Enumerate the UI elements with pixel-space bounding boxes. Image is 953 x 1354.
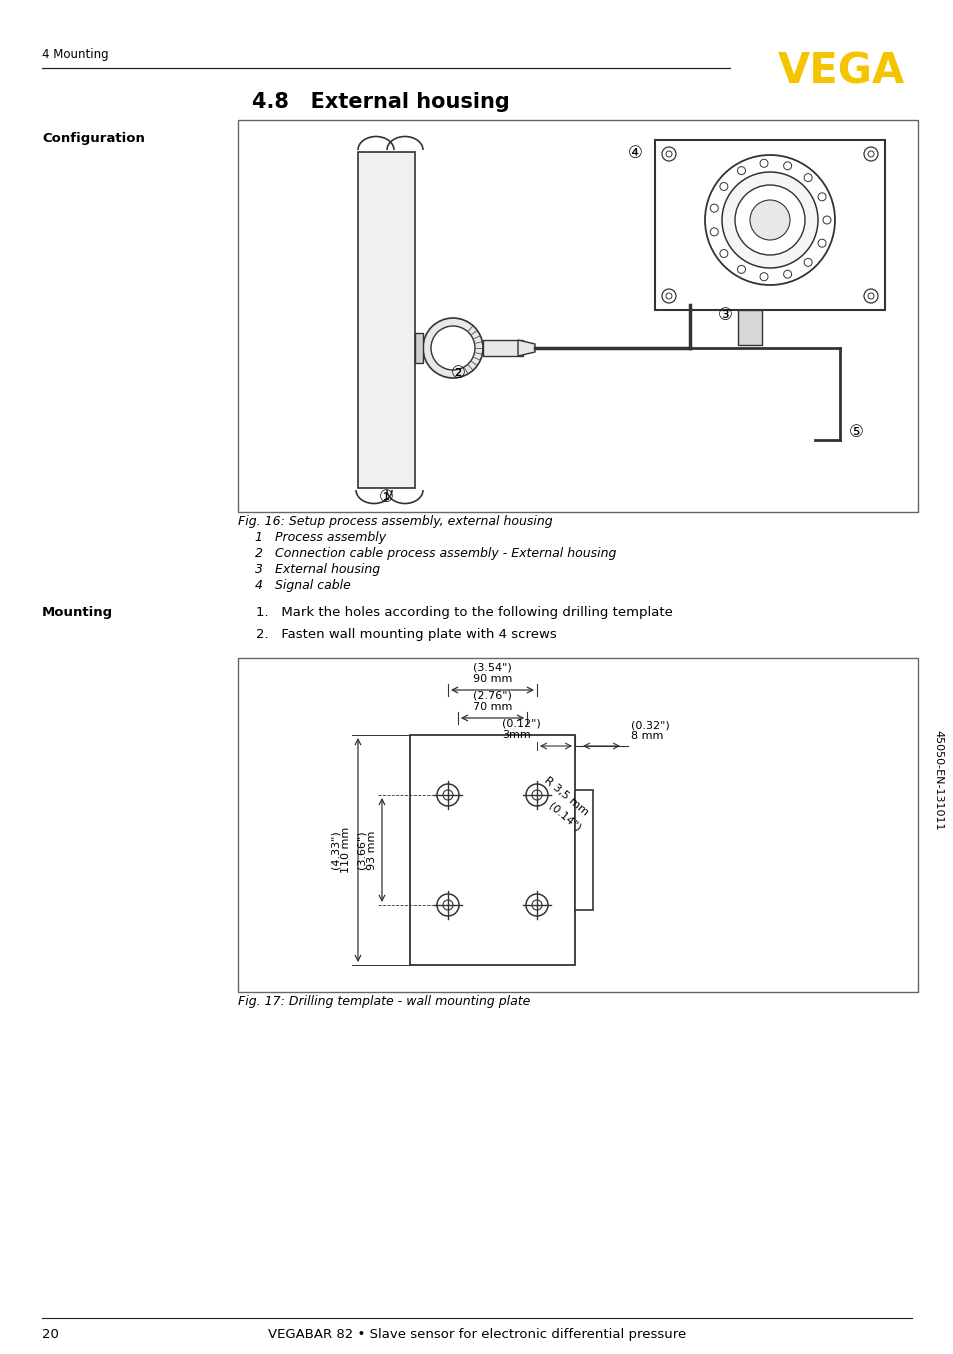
Circle shape (782, 161, 791, 169)
Bar (237, 658, 917, 992)
Text: 3mm: 3mm (502, 730, 531, 741)
Text: VEGABAR 82 • Slave sensor for electronic differential pressure: VEGABAR 82 • Slave sensor for electronic… (268, 1328, 685, 1340)
Text: 4 Mounting: 4 Mounting (42, 47, 109, 61)
Text: 45050-EN-131011: 45050-EN-131011 (932, 730, 942, 830)
Text: Mounting: Mounting (42, 607, 113, 619)
Bar (655, 139, 884, 310)
Text: ③: ③ (717, 306, 732, 324)
Circle shape (709, 204, 718, 213)
Text: ⑤: ⑤ (847, 422, 862, 441)
Circle shape (532, 900, 541, 910)
Text: (4.33"): (4.33") (331, 830, 340, 869)
Text: 90 mm: 90 mm (473, 674, 512, 684)
Circle shape (709, 227, 718, 236)
Circle shape (818, 240, 825, 248)
Text: R 3,5 mm: R 3,5 mm (541, 774, 589, 816)
Text: 4   Signal cable: 4 Signal cable (254, 580, 351, 592)
Circle shape (442, 789, 453, 800)
Text: 2.   Fasten wall mounting plate with 4 screws: 2. Fasten wall mounting plate with 4 scr… (255, 628, 557, 640)
Circle shape (436, 784, 458, 806)
Bar (482, 340, 522, 356)
Circle shape (737, 167, 744, 175)
Circle shape (734, 185, 804, 255)
Bar (357, 152, 415, 487)
Text: 1.   Mark the holes according to the following drilling template: 1. Mark the holes according to the follo… (255, 607, 672, 619)
Circle shape (442, 900, 453, 910)
Text: VEGA: VEGA (777, 50, 904, 92)
Text: 70 mm: 70 mm (473, 701, 512, 712)
Circle shape (782, 271, 791, 278)
Circle shape (532, 789, 541, 800)
Circle shape (704, 154, 834, 284)
Circle shape (760, 160, 767, 168)
Circle shape (818, 192, 825, 200)
Circle shape (867, 292, 873, 299)
Bar (410, 735, 575, 965)
Polygon shape (517, 340, 535, 356)
Circle shape (867, 152, 873, 157)
Text: ①: ① (378, 487, 394, 506)
Text: 20: 20 (42, 1328, 59, 1340)
Text: (0.14"): (0.14") (546, 800, 582, 833)
Circle shape (431, 326, 475, 370)
Text: 8 mm: 8 mm (630, 731, 662, 741)
Text: 2   Connection cable process assembly - External housing: 2 Connection cable process assembly - Ex… (254, 547, 616, 561)
Circle shape (749, 200, 789, 240)
Text: (0.32"): (0.32") (630, 720, 669, 730)
Circle shape (863, 288, 877, 303)
Circle shape (525, 784, 547, 806)
Text: (0.12"): (0.12") (502, 719, 540, 728)
Circle shape (661, 148, 676, 161)
Circle shape (803, 173, 811, 181)
Text: Fig. 17: Drilling template - wall mounting plate: Fig. 17: Drilling template - wall mounti… (237, 995, 530, 1007)
Text: 93 mm: 93 mm (367, 830, 376, 869)
Circle shape (665, 152, 671, 157)
Text: 110 mm: 110 mm (340, 827, 351, 873)
Text: 3   External housing: 3 External housing (254, 563, 379, 575)
Circle shape (720, 183, 727, 191)
Circle shape (436, 894, 458, 917)
Circle shape (760, 272, 767, 280)
Circle shape (665, 292, 671, 299)
Text: Configuration: Configuration (42, 131, 145, 145)
Circle shape (737, 265, 744, 274)
Circle shape (525, 894, 547, 917)
Bar (575, 789, 593, 910)
Text: ④: ④ (627, 144, 641, 162)
Bar (415, 333, 422, 363)
Text: 4.8   External housing: 4.8 External housing (252, 92, 509, 112)
Bar (738, 310, 761, 345)
Text: Fig. 16: Setup process assembly, external housing: Fig. 16: Setup process assembly, externa… (237, 515, 552, 528)
Circle shape (863, 148, 877, 161)
Bar (237, 121, 917, 512)
Text: ②: ② (450, 364, 465, 382)
Text: (2.76"): (2.76") (473, 691, 512, 701)
Text: (3.66"): (3.66") (356, 831, 367, 869)
Circle shape (661, 288, 676, 303)
Circle shape (720, 249, 727, 257)
Text: (3.54"): (3.54") (473, 663, 512, 673)
Circle shape (422, 318, 482, 378)
Circle shape (803, 259, 811, 267)
Circle shape (822, 217, 830, 223)
Text: 1   Process assembly: 1 Process assembly (254, 531, 386, 544)
Circle shape (721, 172, 817, 268)
